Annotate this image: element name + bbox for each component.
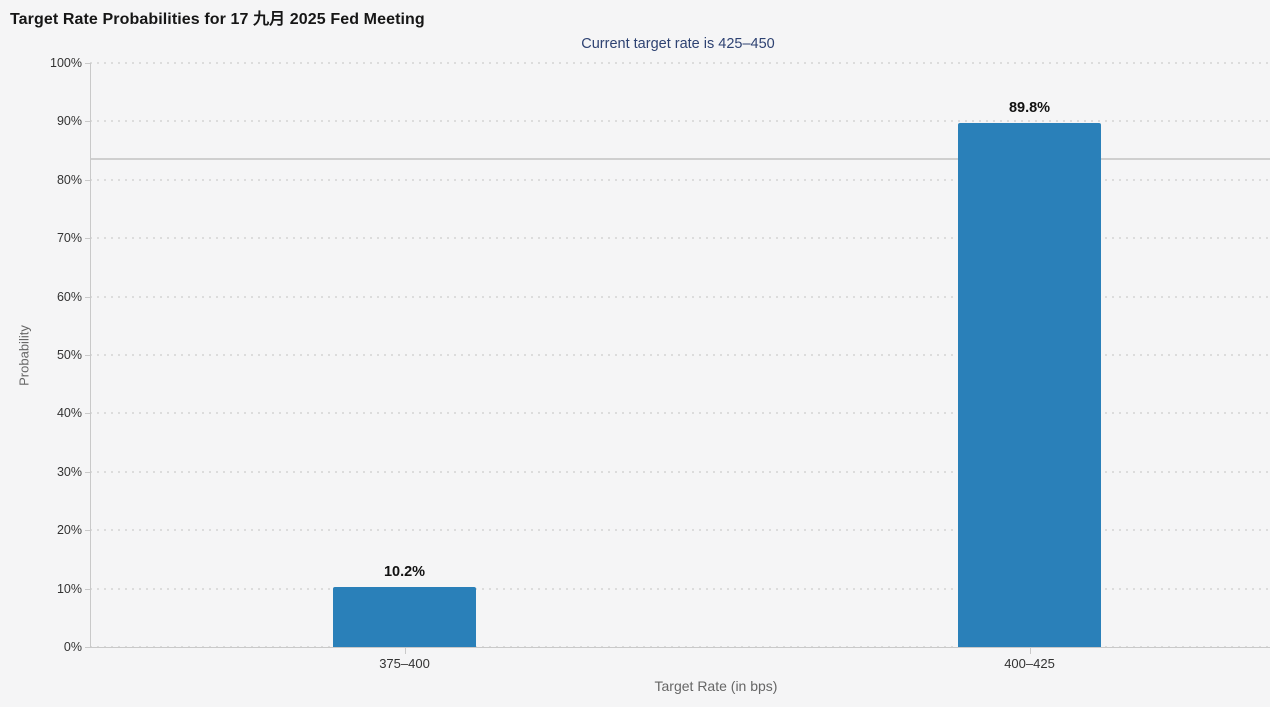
y-tick-label: 80% [56,172,82,187]
y-axis-line [90,63,91,647]
y-gridline [90,295,1270,298]
x-axis-line [90,647,1270,648]
y-gridline [90,470,1270,473]
y-tick-label: 70% [56,231,82,246]
x-axis-tick [404,648,406,654]
y-axis-tick [85,471,90,473]
y-gridline [90,62,1270,64]
y-gridline [90,412,1270,415]
y-tick-label: 100% [50,56,82,70]
y-axis-tick [85,647,90,648]
bar-value-label: 10.2% [383,564,426,581]
y-gridline [90,354,1270,356]
chart-subtitle: Current target rate is 425–450 [581,36,775,52]
y-gridline [90,120,1270,123]
y-axis-tick [85,355,90,356]
bar-value-label: 89.8% [1008,99,1051,116]
probability-bar[interactable] [958,122,1101,647]
y-axis-tick [85,63,90,64]
y-tick-label: 60% [56,289,82,304]
y-tick-label: 30% [56,464,82,479]
x-category-label: 375–400 [379,656,430,671]
y-axis-tick [85,238,90,240]
y-tick-label: 20% [56,523,82,538]
y-axis-tick [85,179,90,181]
y-gridline [90,587,1270,590]
y-axis-tick [85,296,90,298]
x-axis-title: Target Rate (in bps) [654,678,778,694]
y-gridline [90,178,1270,181]
y-axis-tick [85,413,90,415]
probability-bar[interactable] [333,587,476,647]
y-tick-label: 10% [56,581,82,596]
y-tick-label: 90% [56,114,82,129]
y-axis-tick [85,530,90,532]
y-axis-tick [85,121,90,123]
y-tick-label: 40% [56,406,82,421]
y-gridline [90,237,1270,240]
y-axis-tick [85,588,90,590]
y-tick-label: 50% [56,348,82,362]
y-tick-label: 0% [63,640,82,654]
reference-line [90,157,1270,160]
x-category-label: 400–425 [1004,656,1055,671]
chart-title: Target Rate Probabilities for 17 九月 2025… [10,11,425,28]
x-axis-tick [1029,648,1031,654]
y-gridline [90,529,1270,532]
